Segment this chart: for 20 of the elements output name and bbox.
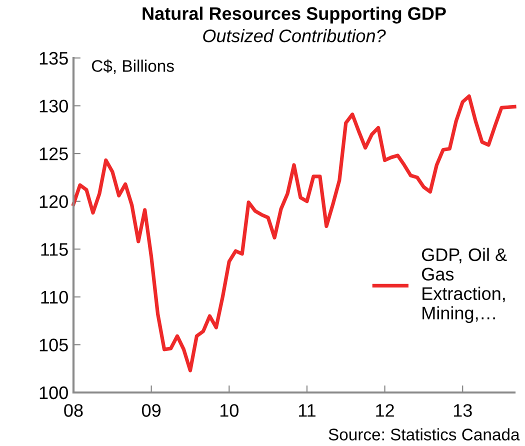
x-tick-label: 09: [142, 404, 161, 417]
y-tick-label: 120: [40, 195, 68, 208]
line-series: [72, 94, 516, 372]
chart-subtitle: Outsized Contribution?: [203, 28, 386, 42]
x-tick-label: 10: [220, 404, 238, 417]
x-tick-label: 13: [454, 404, 472, 417]
chart-title: Natural Resources Supporting GDP: [142, 6, 446, 24]
x-tick-label: 11: [298, 404, 316, 417]
y-tick-label: 130: [40, 100, 68, 112]
y-tick-label: 135: [40, 52, 68, 65]
y-tick-label: 100: [40, 386, 68, 400]
y-tick-label: 115: [41, 243, 68, 256]
x-tick-label: 12: [376, 404, 394, 417]
y-tick-label: 110: [41, 290, 68, 304]
source-note: Source: Statistics Canada: [328, 428, 520, 440]
y-tick-label: 125: [40, 147, 68, 160]
legend-label: GDP, Oil & Gas Extraction, Mining,…: [422, 248, 507, 324]
x-tick-label: 08: [64, 404, 83, 417]
y-axis-title: C$, Billions: [92, 59, 174, 74]
y-tick-label: 105: [40, 338, 68, 352]
